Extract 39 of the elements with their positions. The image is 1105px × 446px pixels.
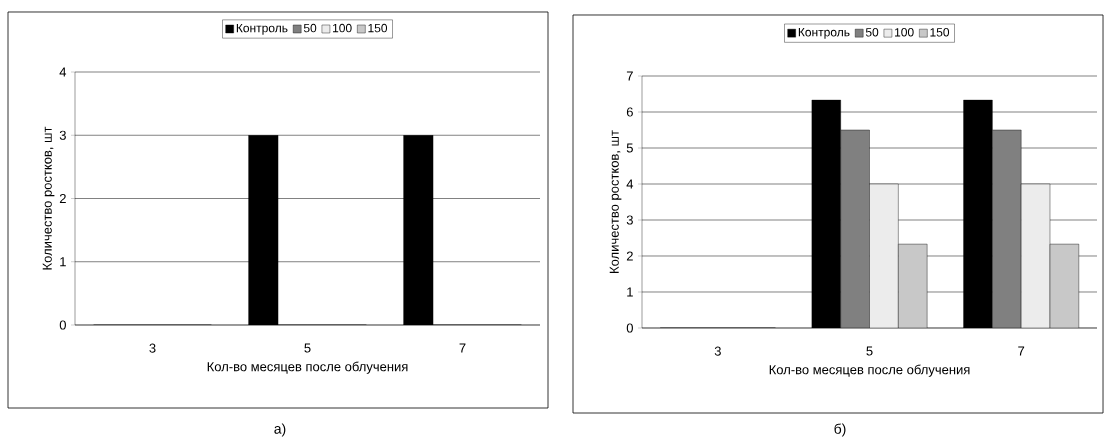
legend-label: 150 <box>368 23 388 33</box>
x-tick-label: 5 <box>866 346 873 356</box>
y-tick-label: 1 <box>60 257 66 267</box>
bar <box>1049 243 1080 328</box>
y-tick-label: 5 <box>626 143 633 153</box>
x-tick-label: 7 <box>1018 346 1025 356</box>
y-tick-label: 4 <box>59 67 67 77</box>
legend-label: 100 <box>895 28 914 37</box>
y-tick-label: 6 <box>626 107 633 117</box>
y-axis-title: Количество ростков, шт <box>609 130 622 273</box>
y-tick-label: 3 <box>59 130 66 140</box>
bar <box>992 129 1022 328</box>
x-tick-label: 3 <box>714 346 721 356</box>
bar <box>869 183 899 328</box>
text: б) <box>834 423 846 437</box>
legend-label: 50 <box>303 23 317 33</box>
y-tick-label: 0 <box>626 323 633 333</box>
bar <box>840 129 870 328</box>
x-tick-label: 5 <box>304 343 311 353</box>
x-axis-title: Кол-во месяцев после облучения <box>769 364 970 377</box>
bar <box>898 243 928 328</box>
y-tick-label: 2 <box>59 193 66 204</box>
y-tick-label: 4 <box>626 179 634 189</box>
y-axis-title: Количество ростков, шт <box>42 126 55 270</box>
legend-label: 150 <box>930 28 950 37</box>
legend-label: Контроль <box>798 28 850 39</box>
x-axis-title: Кол-во месяцев после облучения <box>207 361 408 374</box>
legend-label: 50 <box>865 28 879 37</box>
legend-label: Контроль <box>236 23 288 35</box>
y-tick-label: 0 <box>59 320 66 330</box>
x-tick-label: 3 <box>149 343 156 353</box>
legend-label: 100 <box>333 23 352 33</box>
text: а) <box>274 423 286 437</box>
bar <box>1020 183 1051 328</box>
y-tick-label: 7 <box>626 71 633 81</box>
y-tick-label: 2 <box>626 251 633 261</box>
y-tick-label: 1 <box>627 287 633 297</box>
x-tick-label: 7 <box>459 343 466 353</box>
y-tick-label: 3 <box>626 215 633 225</box>
